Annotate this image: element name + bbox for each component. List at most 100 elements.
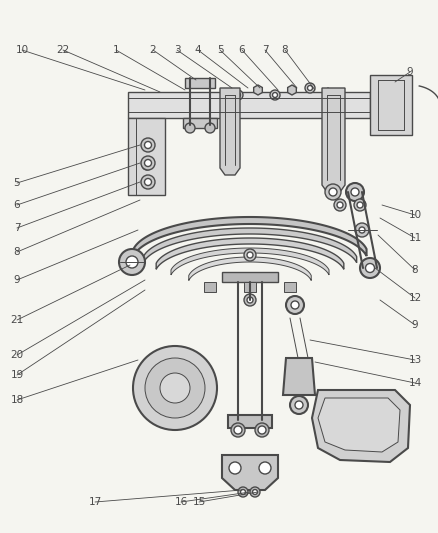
Polygon shape (128, 118, 165, 195)
Circle shape (272, 93, 278, 98)
Text: 22: 22 (57, 45, 70, 55)
Circle shape (231, 423, 245, 437)
Polygon shape (288, 85, 297, 95)
Text: 8: 8 (282, 45, 288, 55)
Circle shape (360, 258, 380, 278)
Circle shape (355, 223, 369, 237)
Polygon shape (183, 118, 217, 128)
Circle shape (365, 263, 374, 272)
Polygon shape (185, 78, 215, 88)
Circle shape (145, 179, 152, 185)
Circle shape (270, 90, 280, 100)
Circle shape (291, 301, 299, 309)
Text: 4: 4 (194, 45, 201, 55)
Circle shape (250, 487, 260, 497)
Polygon shape (312, 390, 410, 462)
Circle shape (354, 199, 366, 211)
Polygon shape (143, 228, 357, 263)
Text: 16: 16 (174, 497, 187, 507)
Circle shape (185, 123, 195, 133)
Circle shape (334, 199, 346, 211)
Circle shape (325, 184, 341, 200)
Circle shape (141, 138, 155, 152)
Circle shape (233, 90, 243, 100)
Polygon shape (222, 455, 278, 490)
Text: 9: 9 (412, 320, 418, 330)
Polygon shape (134, 217, 367, 256)
Text: 19: 19 (11, 370, 24, 380)
Text: 6: 6 (239, 45, 245, 55)
Circle shape (142, 160, 152, 170)
Text: 7: 7 (14, 223, 20, 233)
Text: 11: 11 (408, 233, 422, 243)
Text: 6: 6 (14, 200, 20, 210)
Circle shape (205, 123, 215, 133)
Text: 8: 8 (14, 247, 20, 257)
Polygon shape (204, 282, 216, 292)
Text: 10: 10 (15, 45, 28, 55)
Circle shape (307, 85, 312, 91)
Text: 20: 20 (11, 350, 24, 360)
Circle shape (142, 178, 152, 188)
Text: 17: 17 (88, 497, 102, 507)
Circle shape (247, 297, 253, 303)
Text: 21: 21 (11, 315, 24, 325)
Circle shape (286, 296, 304, 314)
Circle shape (290, 396, 308, 414)
Circle shape (337, 202, 343, 208)
Text: 13: 13 (408, 355, 422, 365)
Circle shape (145, 141, 152, 149)
Polygon shape (171, 248, 329, 275)
Circle shape (259, 462, 271, 474)
Polygon shape (324, 88, 332, 98)
Circle shape (145, 358, 205, 418)
Polygon shape (156, 238, 344, 269)
Text: 5: 5 (14, 178, 20, 188)
Circle shape (244, 249, 256, 261)
Text: 8: 8 (412, 265, 418, 275)
Circle shape (346, 183, 364, 201)
Polygon shape (128, 92, 370, 118)
Circle shape (351, 188, 359, 196)
Circle shape (141, 156, 155, 170)
Text: 18: 18 (11, 395, 24, 405)
Polygon shape (370, 75, 412, 135)
Circle shape (305, 83, 315, 93)
Circle shape (359, 227, 365, 233)
Circle shape (252, 489, 258, 495)
Circle shape (247, 252, 253, 258)
Circle shape (234, 426, 242, 434)
Circle shape (244, 294, 256, 306)
Polygon shape (284, 282, 296, 292)
Text: 9: 9 (407, 67, 413, 77)
Polygon shape (283, 358, 315, 395)
Text: 7: 7 (261, 45, 268, 55)
Polygon shape (228, 415, 272, 428)
Circle shape (160, 373, 190, 403)
Circle shape (238, 487, 248, 497)
Text: 14: 14 (408, 378, 422, 388)
Text: 1: 1 (113, 45, 119, 55)
Text: 5: 5 (217, 45, 223, 55)
Circle shape (240, 489, 246, 495)
Circle shape (295, 401, 303, 409)
Circle shape (126, 256, 138, 268)
Polygon shape (322, 88, 345, 192)
Text: 3: 3 (174, 45, 180, 55)
Text: 10: 10 (409, 210, 421, 220)
Polygon shape (220, 88, 240, 175)
Text: 9: 9 (14, 275, 20, 285)
Polygon shape (189, 257, 311, 280)
Circle shape (119, 249, 145, 275)
Circle shape (229, 462, 241, 474)
Circle shape (145, 159, 152, 166)
Polygon shape (222, 272, 278, 282)
Circle shape (258, 426, 266, 434)
Circle shape (141, 175, 155, 189)
Circle shape (255, 423, 269, 437)
Circle shape (357, 202, 363, 208)
Circle shape (236, 93, 240, 98)
Polygon shape (318, 398, 400, 452)
Circle shape (142, 140, 152, 150)
Polygon shape (244, 282, 256, 292)
